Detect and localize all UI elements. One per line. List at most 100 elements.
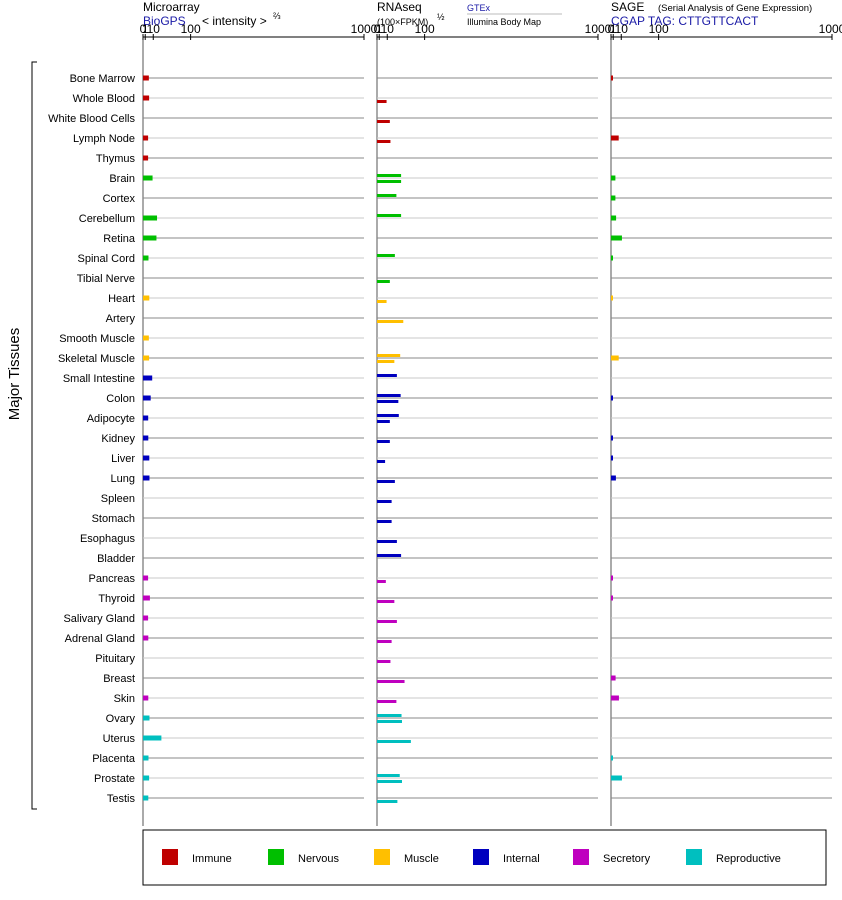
bar-sage (611, 75, 613, 81)
bar-microarray (143, 155, 149, 161)
bar-microarray (143, 455, 150, 461)
tissue-label: Retina (103, 233, 136, 245)
bar-rnaseq-gtex (377, 714, 402, 717)
bar-rnaseq-gtex (377, 194, 397, 197)
bar-rnaseq-ibm (377, 100, 387, 103)
tissue-label: Tibial Nerve (77, 273, 135, 285)
tissue-label: Skeletal Muscle (58, 353, 135, 365)
bar-sage (611, 195, 616, 201)
bar-rnaseq-ibm (377, 640, 392, 643)
bar-rnaseq-gtex (377, 374, 397, 377)
bar-microarray (143, 575, 149, 581)
x-tick-label-rnaseq: 1 (376, 22, 383, 36)
legend-label-nervous: Nervous (298, 853, 339, 865)
tissue-label: Ovary (106, 713, 136, 725)
tissue-label: Whole Blood (73, 93, 135, 105)
microarray-title: Microarray (143, 0, 200, 14)
x-tick-label-sage: 100 (649, 22, 669, 36)
bar-rnaseq-gtex (377, 254, 395, 257)
bar-sage (611, 295, 613, 301)
x-tick-label-microarray: 10 (147, 22, 161, 36)
tissue-label: Thyroid (98, 593, 135, 605)
x-tick-label-microarray: 1000 (351, 22, 378, 36)
bar-microarray (143, 435, 149, 441)
bar-microarray (143, 95, 150, 101)
tissue-label: Heart (108, 293, 135, 305)
legend-swatch-internal (473, 849, 489, 865)
bar-sage (611, 475, 616, 481)
bar-rnaseq-gtex (377, 214, 402, 217)
bar-rnaseq-ibm (377, 520, 392, 523)
microarray-subtitle: BioGPS (143, 14, 186, 28)
x-tick-label-sage: 1000 (819, 22, 842, 36)
legend-label-immune: Immune (192, 853, 232, 865)
bar-sage (611, 255, 613, 261)
bar-microarray (143, 375, 153, 381)
x-tick-label-rnaseq: 100 (415, 22, 435, 36)
tissue-label: Pituitary (95, 653, 135, 665)
tissue-label: Prostate (94, 773, 135, 785)
x-tick-label-rnaseq: 0 (374, 22, 381, 36)
bar-rnaseq-ibm (377, 660, 391, 663)
legend-label-internal: Internal (503, 853, 540, 865)
bar-rnaseq-ibm (377, 780, 402, 783)
tissue-label: Pancreas (89, 573, 136, 585)
x-tick-label-rnaseq: 10 (381, 22, 395, 36)
bar-microarray (143, 175, 153, 181)
bar-rnaseq-ibm (377, 720, 402, 723)
bar-rnaseq-gtex (377, 174, 402, 177)
bar-rnaseq-ibm (377, 180, 402, 183)
bar-microarray (143, 775, 150, 781)
bar-rnaseq-ibm (377, 400, 399, 403)
rnaseq-source-ibm: Illumina Body Map (467, 17, 541, 27)
bar-sage (611, 675, 616, 681)
x-tick-label-sage: 10 (615, 22, 629, 36)
bar-rnaseq-ibm (377, 480, 395, 483)
bar-sage (611, 215, 617, 221)
tissue-label: Stomach (92, 513, 135, 525)
bar-microarray (143, 615, 149, 621)
bar-microarray (143, 715, 150, 721)
tissue-label: Artery (106, 313, 136, 325)
tissue-label: Kidney (101, 433, 135, 445)
bar-microarray (143, 235, 157, 241)
bar-sage (611, 775, 622, 781)
tissue-label: Liver (111, 453, 135, 465)
legend-label-secretory: Secretory (603, 853, 651, 865)
bar-rnaseq-ibm (377, 540, 397, 543)
rnaseq-source-gtex: GTEx (467, 3, 491, 13)
bar-sage (611, 435, 613, 441)
tissue-label: Spleen (101, 493, 135, 505)
microarray-scale-exponent: ⅔ (273, 11, 281, 21)
panel-header-rnaseq: RNAseq (100×FPKM) ½ GTEx Illumina Body M… (377, 0, 562, 27)
bar-microarray (143, 135, 149, 141)
tissue-label: Testis (107, 793, 136, 805)
bar-sage (611, 395, 613, 401)
tissue-label: White Blood Cells (48, 113, 135, 125)
bar-rnaseq-gtex (377, 554, 402, 557)
bar-rnaseq-ibm (377, 600, 395, 603)
bar-sage (611, 755, 613, 761)
microarray-scale-label: < intensity > (202, 14, 267, 28)
tissue-label: Cortex (103, 193, 136, 205)
bar-rnaseq-ibm (377, 360, 395, 363)
sage-subtitle: CGAP TAG: CTTGTTCACT (611, 14, 759, 28)
legend-label-reproductive: Reproductive (716, 853, 781, 865)
bar-microarray (143, 295, 150, 301)
bar-rnaseq-gtex (377, 394, 401, 397)
bar-rnaseq-ibm (377, 800, 398, 803)
bar-sage (611, 695, 619, 701)
tissue-label: Uterus (103, 733, 136, 745)
y-axis-bracket (31, 61, 37, 810)
legend-swatch-muscle (374, 849, 390, 865)
bar-microarray (143, 595, 150, 601)
bar-rnaseq-ibm (377, 740, 411, 743)
tissue-label: Lung (111, 473, 135, 485)
bar-sage (611, 355, 619, 361)
row-gridlines (143, 77, 832, 799)
tissue-label: Skin (114, 693, 135, 705)
x-tick-label-sage: 0 (608, 22, 615, 36)
legend-label-muscle: Muscle (404, 853, 439, 865)
tissue-label: Thymus (96, 153, 136, 165)
x-tick-label-microarray: 0 (140, 22, 147, 36)
